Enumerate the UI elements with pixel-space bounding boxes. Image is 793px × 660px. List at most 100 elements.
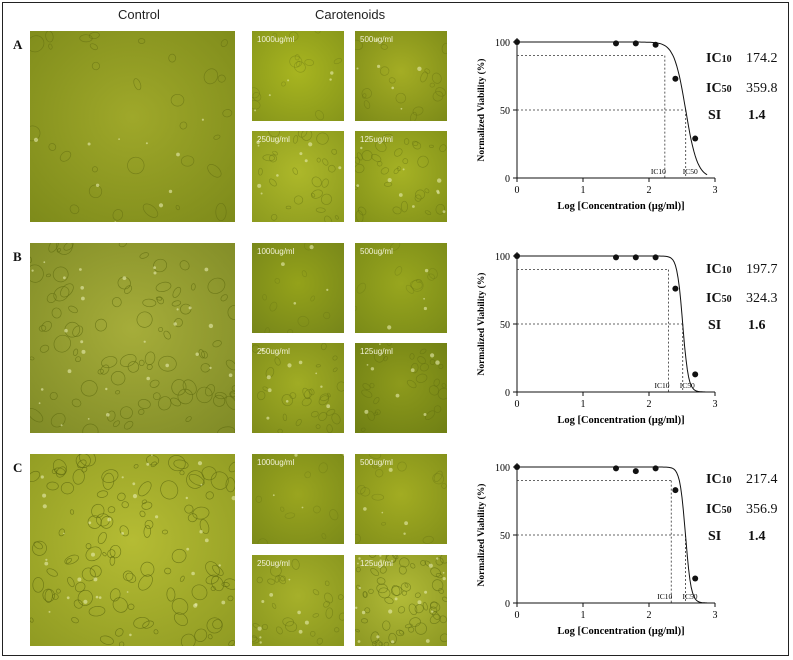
conc-label: 500ug/ml xyxy=(360,458,393,467)
conc-label: 500ug/ml xyxy=(360,35,393,44)
stat-name-ic50-a: IC50 xyxy=(706,81,732,96)
y-tick-label: 50 xyxy=(500,320,510,331)
data-point xyxy=(514,253,520,259)
fit-curve xyxy=(517,255,708,393)
stat-name-si-c: SI xyxy=(708,529,722,544)
micrograph-c-250: 250ug/ml xyxy=(252,555,344,646)
y-tick-label: 50 xyxy=(500,531,510,542)
micrograph-c-1000: 1000ug/ml xyxy=(252,454,344,544)
stat-name-ic10-a: IC10 xyxy=(706,51,732,66)
ic50-marker-label: IC50 xyxy=(680,381,695,390)
ic10-marker-label: IC10 xyxy=(657,592,672,601)
ic10-marker-label: IC10 xyxy=(651,167,666,176)
ic50-marker-label: IC50 xyxy=(682,592,697,601)
data-point xyxy=(514,39,520,45)
conc-label: 250ug/ml xyxy=(257,559,290,568)
row-label-c: C xyxy=(13,460,23,475)
y-axis-label: Normalized Viability (%) xyxy=(476,484,487,587)
control-micrograph-b xyxy=(30,243,235,433)
row-label-b: B xyxy=(13,249,22,264)
stat-value-si-c: 1.4 xyxy=(748,529,766,544)
y-axis-label: Normalized Viability (%) xyxy=(476,273,487,376)
x-tick-label: 0 xyxy=(515,399,520,410)
x-tick-label: 3 xyxy=(713,610,718,621)
data-point xyxy=(672,285,679,292)
data-point xyxy=(692,575,699,582)
y-tick-label: 100 xyxy=(495,252,510,263)
conc-label: 250ug/ml xyxy=(257,135,290,144)
conc-label: 125ug/ml xyxy=(360,559,393,568)
conc-label: 125ug/ml xyxy=(360,347,393,356)
stat-value-ic10-b: 197.7 xyxy=(746,262,778,277)
data-point xyxy=(692,371,699,378)
ic10-marker-label: IC10 xyxy=(655,381,670,390)
stat-name-ic50-b: IC50 xyxy=(706,291,732,306)
control-micrograph-a xyxy=(30,31,235,222)
data-point xyxy=(672,487,679,494)
fit-curve xyxy=(517,41,708,176)
x-tick-label: 3 xyxy=(713,185,718,196)
data-point xyxy=(613,40,619,47)
data-point xyxy=(652,254,659,261)
y-tick-label: 0 xyxy=(505,388,510,399)
fit-curve xyxy=(517,466,708,604)
stat-name-ic50-c: IC50 xyxy=(706,502,732,517)
y-tick-label: 50 xyxy=(500,106,510,117)
x-axis-label: Log [Concentration (µg/ml)] xyxy=(557,415,684,426)
micrograph-b-125: 125ug/ml xyxy=(355,343,447,433)
micrograph-c-125: 125ug/ml xyxy=(355,555,447,646)
stat-value-ic10-a: 174.2 xyxy=(746,51,778,66)
x-axis-label: Log [Concentration (µg/ml)] xyxy=(557,201,684,212)
data-point xyxy=(652,41,659,48)
y-tick-label: 100 xyxy=(495,38,510,49)
micrograph-a-1000: 1000ug/ml xyxy=(252,31,344,121)
header-control: Control xyxy=(118,7,160,22)
x-axis-label: Log [Concentration (µg/ml)] xyxy=(557,626,684,637)
conc-label: 1000ug/ml xyxy=(257,458,295,467)
data-point xyxy=(672,75,679,82)
stat-value-si-b: 1.6 xyxy=(748,318,766,333)
stat-value-si-a: 1.4 xyxy=(748,108,766,123)
stat-value-ic50-c: 356.9 xyxy=(746,502,778,517)
x-tick-label: 2 xyxy=(647,610,652,621)
ic50-marker-label: IC50 xyxy=(683,167,698,176)
data-point xyxy=(632,468,639,475)
y-tick-label: 0 xyxy=(505,599,510,610)
data-point xyxy=(632,40,639,47)
micrograph-c-500: 500ug/ml xyxy=(355,454,447,544)
x-tick-label: 1 xyxy=(581,610,586,621)
stat-name-ic10-b: IC10 xyxy=(706,262,732,277)
x-tick-label: 2 xyxy=(647,185,652,196)
data-point xyxy=(514,464,520,470)
stat-name-ic10-c: IC10 xyxy=(706,472,732,487)
viability-chart-c: 0 50 100 0 1 2 3 Log [Concentration (µg/ml)] Nor… xyxy=(476,463,718,637)
micrograph-b-1000: 1000ug/ml xyxy=(252,243,344,333)
conc-label: 1000ug/ml xyxy=(257,35,295,44)
x-tick-label: 1 xyxy=(581,399,586,410)
x-tick-label: 1 xyxy=(581,185,586,196)
y-tick-label: 100 xyxy=(495,463,510,474)
micrograph-b-250: 250ug/ml xyxy=(252,343,344,433)
stat-name-si-b: SI xyxy=(708,318,722,333)
header-carotenoids: Carotenoids xyxy=(315,7,386,22)
stat-name-si-a: SI xyxy=(708,108,722,123)
micrograph-a-500: 500ug/ml xyxy=(355,31,447,121)
stat-value-ic50-b: 324.3 xyxy=(746,291,778,306)
viability-chart-b: 0 50 100 0 1 2 3 Log [Concentration (µg/ml)] Nor… xyxy=(476,252,718,426)
conc-label: 125ug/ml xyxy=(360,135,393,144)
micrograph-a-250: 250ug/ml xyxy=(252,131,344,222)
data-point xyxy=(692,135,699,142)
conc-label: 250ug/ml xyxy=(257,347,290,356)
row-label-a: A xyxy=(13,37,23,52)
stat-value-ic50-a: 359.8 xyxy=(746,81,778,96)
stat-value-ic10-c: 217.4 xyxy=(746,472,778,487)
y-axis-label: Normalized Viability (%) xyxy=(476,59,487,162)
data-point xyxy=(632,254,639,261)
x-tick-label: 0 xyxy=(515,610,520,621)
viability-chart-a: 0 50 100 0 1 2 3 Log [Concentration (µg/ml)] Nor… xyxy=(476,38,718,212)
x-tick-label: 2 xyxy=(647,399,652,410)
data-point xyxy=(652,465,659,472)
x-tick-label: 0 xyxy=(515,185,520,196)
conc-label: 500ug/ml xyxy=(360,247,393,256)
